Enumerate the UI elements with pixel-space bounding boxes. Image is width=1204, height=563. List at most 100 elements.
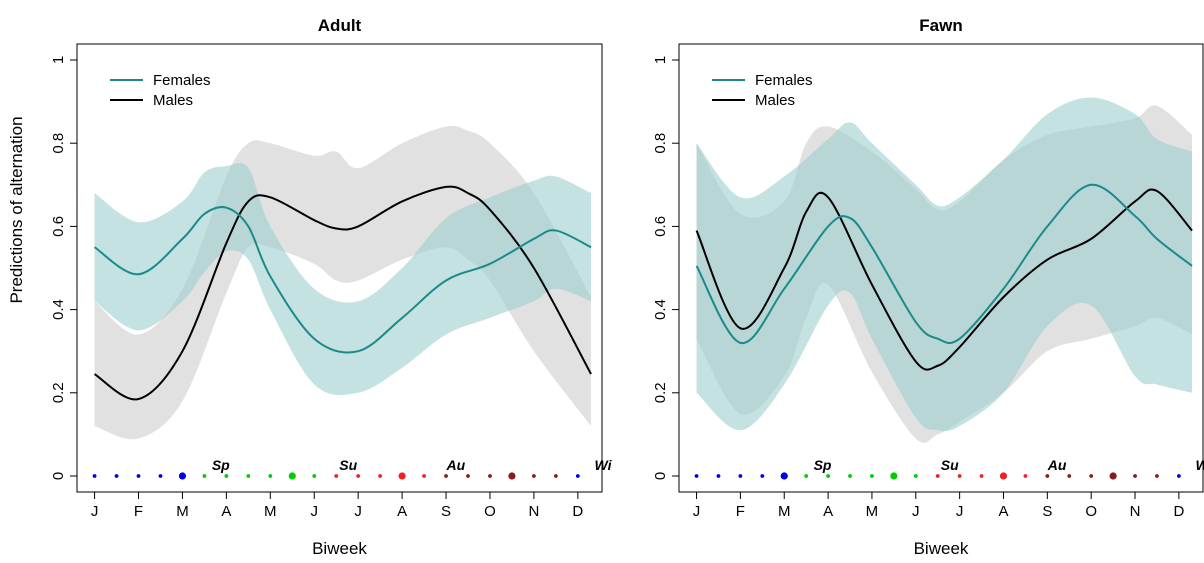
season-dot <box>158 474 163 478</box>
season-dot <box>957 474 962 478</box>
season-dot <box>488 474 492 478</box>
y-tick-label: 0.4 <box>50 299 67 320</box>
season-dot <box>826 474 830 478</box>
season-dot <box>848 474 852 478</box>
season-label: Wi <box>1196 457 1204 473</box>
season-dot <box>694 474 699 478</box>
season-label: Wi <box>595 457 613 473</box>
x-tick-label: M <box>778 503 791 520</box>
x-tick-label: D <box>572 503 583 520</box>
season-dot <box>268 474 273 478</box>
x-tick-label: A <box>221 503 231 520</box>
x-tick-label: O <box>1085 503 1097 520</box>
season-label: Su <box>339 457 357 473</box>
season-dot <box>466 474 470 478</box>
season-dot <box>224 474 229 478</box>
x-tick-label: M <box>264 503 277 520</box>
x-tick-label: M <box>866 503 879 520</box>
season-label: Au <box>1047 457 1067 473</box>
plot-frame <box>678 43 1204 493</box>
season-dot <box>178 472 187 480</box>
season-dot <box>716 474 721 478</box>
x-tick-label: J <box>91 503 99 520</box>
x-axis-label: Biweek <box>914 539 969 558</box>
season-dot <box>1176 474 1181 478</box>
season-dot <box>890 472 898 480</box>
season-dot <box>1089 474 1094 478</box>
females-line <box>93 206 592 354</box>
season-label: Au <box>446 457 466 473</box>
plot-frame <box>76 43 603 493</box>
x-tick-label: D <box>1173 503 1184 520</box>
season-dot <box>1045 474 1050 478</box>
season-dot <box>114 474 119 478</box>
panel-title: Adult <box>318 16 362 35</box>
y-tick-label: 0.8 <box>652 133 669 154</box>
x-tick-label: M <box>176 503 189 520</box>
x-tick-label: A <box>998 503 1008 520</box>
season-dot <box>378 474 383 478</box>
season-dot <box>136 474 141 478</box>
panel-adult: Adult Sp Su Au Wi 0 0.2 0.4 0.6 0.8 1 J F M A M J J A S O N D B… <box>50 16 613 558</box>
legend-label: Females <box>153 72 211 89</box>
x-tick-label: A <box>397 503 407 520</box>
season-dot <box>1109 472 1117 480</box>
females-confidence-band <box>94 162 592 396</box>
x-tick-label: J <box>310 503 318 520</box>
season-label: Su <box>941 457 959 473</box>
males-line <box>695 188 1193 371</box>
season-dot <box>532 474 536 478</box>
season-dot <box>553 474 558 478</box>
x-tick-label: S <box>441 503 451 520</box>
season-dot <box>780 472 788 480</box>
season-label: Sp <box>814 457 832 473</box>
season-dot <box>1133 474 1137 478</box>
x-tick-label: N <box>1130 503 1141 520</box>
season-dot <box>1023 474 1028 478</box>
season-dot <box>246 474 251 478</box>
legend-label: Females <box>755 72 813 89</box>
x-tick-label: A <box>823 503 833 520</box>
season-dot <box>422 474 426 478</box>
y-tick-label: 0 <box>652 472 669 480</box>
season-dot <box>913 474 918 478</box>
males-line <box>94 185 592 401</box>
season-dot <box>444 474 448 478</box>
season-dot <box>312 474 317 478</box>
x-tick-label: F <box>736 503 745 520</box>
season-dot <box>334 474 339 478</box>
panel-fawn: Fawn Sp Su Au Wi 0 0.2 0.4 0.6 0.8 1 J F M A M J J A S O N D Bi… <box>652 16 1204 558</box>
season-dot <box>356 474 361 478</box>
season-dot <box>508 472 516 480</box>
season-dot <box>288 472 296 480</box>
season-dot <box>804 474 809 478</box>
season-label: Sp <box>212 457 230 473</box>
x-tick-label: N <box>528 503 539 520</box>
legend-label: Males <box>153 92 193 109</box>
y-tick-label: 1 <box>50 56 67 64</box>
x-tick-label: O <box>484 503 496 520</box>
x-tick-label: J <box>354 503 362 520</box>
x-axis-label: Biweek <box>312 539 367 558</box>
y-tick-label: 0.8 <box>50 133 67 154</box>
season-dot <box>935 474 940 478</box>
y-tick-label: 0.6 <box>652 216 669 237</box>
season-dot <box>575 474 580 478</box>
x-tick-label: F <box>134 503 143 520</box>
season-dot <box>760 474 765 478</box>
y-axis-label: Predictions of alternation <box>7 116 26 303</box>
season-dot <box>202 474 207 478</box>
y-tick-label: 1 <box>652 56 669 64</box>
y-tick-label: 0.6 <box>50 216 67 237</box>
females-line <box>695 183 1193 345</box>
season-dot <box>979 474 984 478</box>
season-dot <box>92 474 97 478</box>
season-dot <box>1067 474 1072 478</box>
legend-label: Males <box>755 92 795 109</box>
season-dot <box>1155 474 1159 478</box>
panel-title: Fawn <box>919 16 962 35</box>
x-tick-label: J <box>956 503 964 520</box>
x-tick-label: S <box>1042 503 1052 520</box>
